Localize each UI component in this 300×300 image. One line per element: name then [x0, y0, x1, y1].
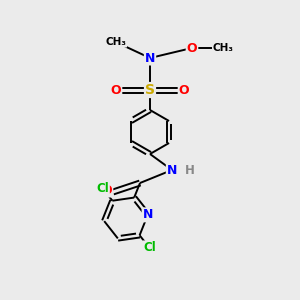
Text: O: O — [179, 83, 189, 97]
Text: O: O — [187, 41, 197, 55]
Text: H: H — [185, 164, 195, 176]
Text: N: N — [167, 164, 177, 176]
Text: CH₃: CH₃ — [106, 37, 127, 47]
Text: Cl: Cl — [143, 242, 156, 254]
Text: S: S — [145, 83, 155, 97]
Text: CH₃: CH₃ — [212, 43, 233, 53]
Text: O: O — [111, 83, 121, 97]
Text: N: N — [142, 208, 153, 221]
Text: N: N — [145, 52, 155, 64]
Text: O: O — [102, 184, 112, 196]
Text: Cl: Cl — [96, 182, 109, 195]
